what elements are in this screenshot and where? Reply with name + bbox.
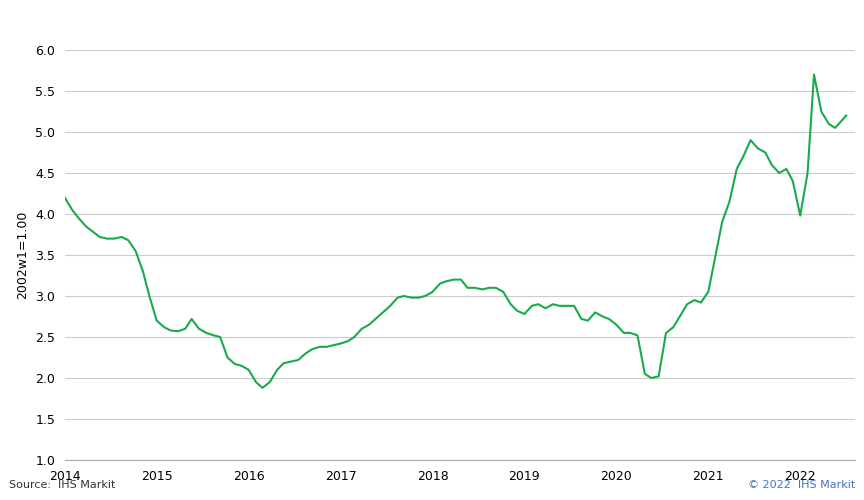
Text: Source:  IHS Markit: Source: IHS Markit bbox=[9, 480, 115, 490]
Y-axis label: 2002w1=1.00: 2002w1=1.00 bbox=[16, 211, 29, 299]
Text: © 2022  IHS Markit: © 2022 IHS Markit bbox=[748, 480, 855, 490]
Text: IHS Markit Materials Price Index: IHS Markit Materials Price Index bbox=[10, 13, 337, 31]
